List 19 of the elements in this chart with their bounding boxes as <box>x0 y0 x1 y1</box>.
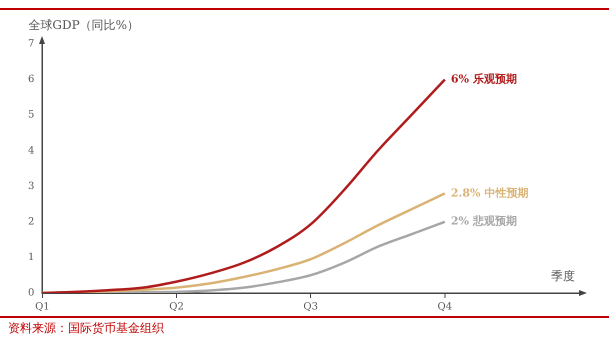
annotation: 2.8% 中性预期 <box>450 186 528 200</box>
x-tick-label: Q4 <box>438 302 452 313</box>
y-tick-label: 1 <box>28 252 34 264</box>
y-tick-label: 6 <box>28 74 34 86</box>
line-series <box>41 78 446 293</box>
annotation: 6% 乐观预期 <box>450 72 517 86</box>
y-tick-label: 0 <box>28 288 34 299</box>
text: 资料来源：国际货币基金组织 <box>8 320 164 337</box>
y-tick-label: 4 <box>28 145 34 156</box>
x-tick-label: Q3 <box>303 302 318 313</box>
annotation: 2% 悲观预期 <box>450 214 517 228</box>
x-tick-label: Q2 <box>169 302 184 313</box>
y-tick-label: 2 <box>28 216 34 228</box>
y-axis-title: 全球GDP（同比%） <box>28 18 140 32</box>
x-tick-label: Q1 <box>35 302 50 313</box>
y-tick-label: 5 <box>28 110 34 121</box>
y-tick-label: 7 <box>28 38 34 50</box>
x-axis-title: 季度 <box>551 269 575 284</box>
y-tick-label: 3 <box>28 180 34 192</box>
